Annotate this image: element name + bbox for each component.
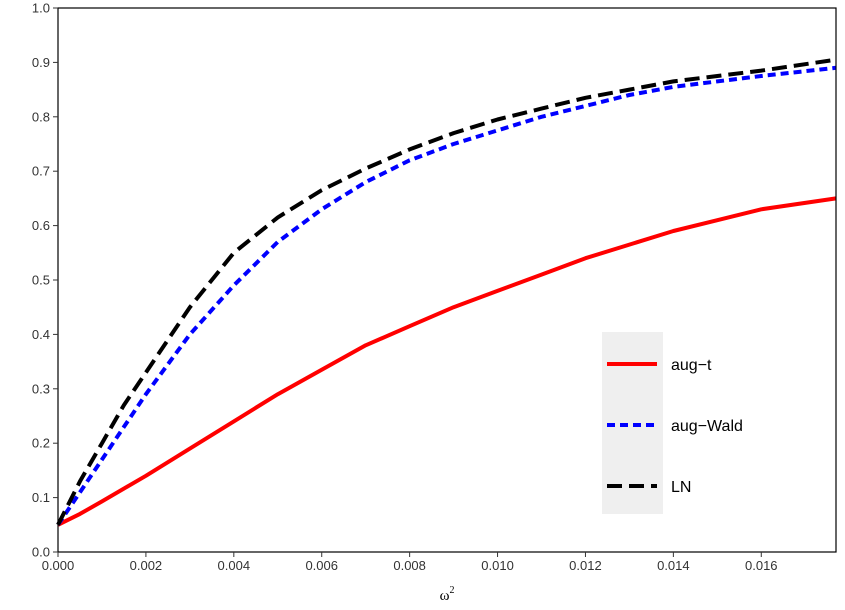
x-axis-title-base: ω (440, 588, 450, 604)
x-tick-label: 0.004 (218, 558, 251, 573)
x-tick-label: 0.008 (393, 558, 426, 573)
x-tick-label: 0.014 (657, 558, 690, 573)
x-tick-label: 0.010 (481, 558, 514, 573)
y-tick-label: 0.5 (32, 273, 50, 288)
y-tick-label: 0.3 (32, 381, 50, 396)
x-tick-label: 0.016 (745, 558, 778, 573)
y-tick-label: 0.0 (32, 545, 50, 560)
x-tick-label: 0.012 (569, 558, 602, 573)
series-lines (56, 57, 837, 527)
x-tick-label: 0.006 (305, 558, 338, 573)
y-tick-label: 0.9 (32, 55, 50, 70)
y-tick-label: 0.2 (32, 436, 50, 451)
x-tick-label: 0.002 (130, 558, 163, 573)
legend-label-3: LN (671, 479, 691, 496)
axis-ticks: 0.000 0.002 0.004 0.006 0.008 0.010 0.012 0.014… (32, 1, 778, 574)
y-tick-label: 0.8 (32, 109, 50, 124)
series-line-1 (57, 196, 837, 527)
y-tick-label: 0.7 (32, 164, 50, 179)
plot-panel-border (57, 7, 837, 553)
y-tick-label: 0.6 (32, 218, 50, 233)
series-line-2 (56, 65, 837, 526)
legend-label-2: aug−Wald (671, 418, 743, 435)
x-axis-title-superscript: 2 (449, 585, 454, 596)
x-tick-label: 0.000 (42, 558, 75, 573)
legend: aug−t aug−Wald LN (607, 357, 743, 496)
y-tick-label: 0.4 (32, 327, 50, 342)
y-tick-label: 0.1 (32, 490, 50, 505)
legend-label-1: aug−t (671, 357, 712, 374)
series-line-3 (56, 57, 837, 526)
y-tick-label: 1.0 (32, 1, 50, 16)
x-axis-title: ω2 (440, 585, 455, 604)
